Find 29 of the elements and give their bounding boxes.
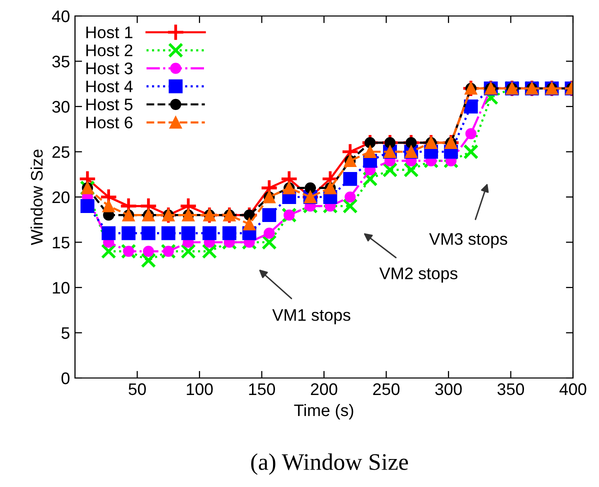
- y-tick-label: 30: [52, 100, 70, 113]
- y-tick-label: 40: [52, 10, 70, 22]
- y-tick-label: 35: [52, 56, 70, 68]
- legend-label: Host 5: [86, 98, 132, 110]
- annotation: VM3 stops: [429, 233, 508, 248]
- x-axis-title: Time (s): [294, 404, 354, 420]
- y-tick-label: 10: [52, 282, 70, 294]
- x-tick-label: 200: [310, 383, 338, 396]
- legend-label: Host 4: [86, 80, 133, 92]
- x-tick-label: 150: [249, 383, 276, 396]
- legend-label: Host 3: [86, 62, 132, 74]
- x-tick-label: 400: [559, 383, 586, 396]
- annotation: VM1 stops: [272, 309, 350, 324]
- annotation: VM2 stops: [379, 268, 458, 283]
- y-tick-label: 5: [62, 327, 70, 339]
- x-tick-label: 50: [128, 383, 146, 396]
- y-tick-label: 0: [62, 372, 70, 384]
- y-tick-label: 25: [52, 146, 70, 158]
- x-tick-label: 350: [497, 383, 524, 396]
- y-tick-label: 20: [52, 191, 70, 204]
- y-tick-label: 15: [52, 236, 70, 248]
- legend-label: Host 1: [86, 26, 132, 38]
- legend-label: Host 2: [86, 44, 132, 56]
- x-tick-label: 250: [373, 383, 400, 396]
- text: (a) Window Size: [251, 453, 408, 475]
- x-tick-label: 300: [435, 383, 462, 396]
- legend-label: Host 6: [86, 116, 132, 128]
- y-axis-title: Window Size: [30, 150, 43, 246]
- x-tick-label: 100: [186, 383, 213, 396]
